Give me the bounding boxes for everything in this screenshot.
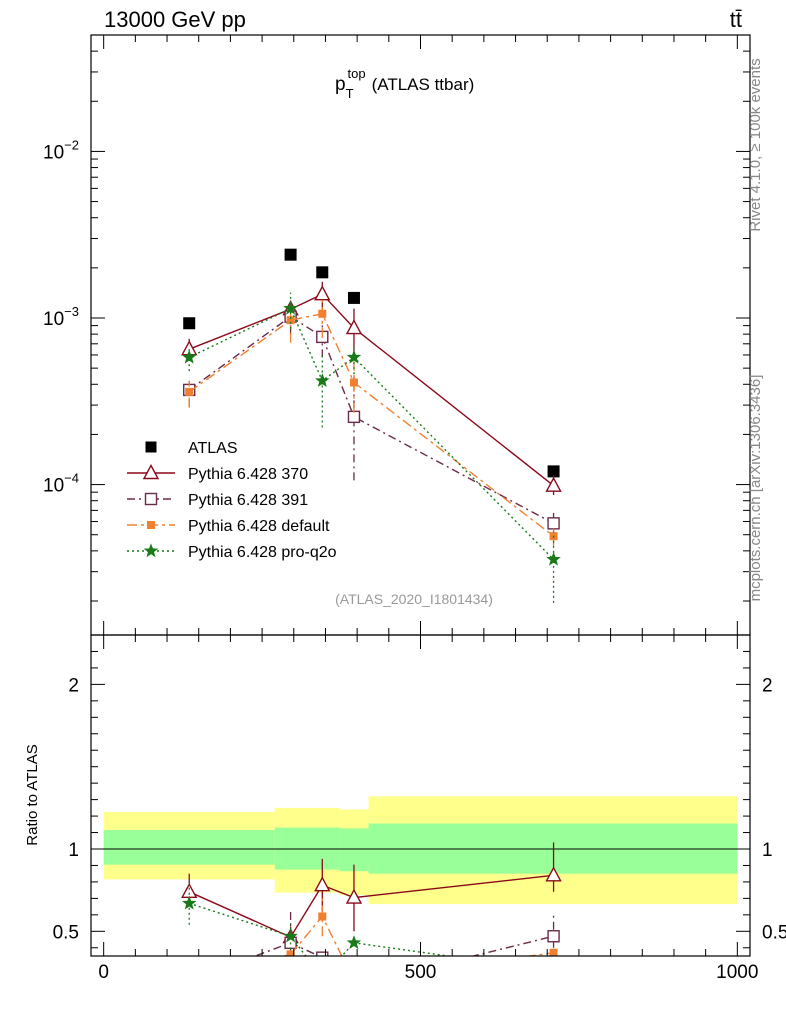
pythia-6-428-pro-q2o-ratio-point-1 — [283, 928, 298, 943]
pythia-6-428-370-ratio-point-2 — [314, 876, 331, 892]
pythia-6-428-pro-q2o-ratio-point-4 — [547, 964, 559, 976]
ratio-y-tick-label-right-1: 1 — [762, 840, 773, 861]
atlas-point-4 — [547, 465, 560, 478]
pythia-6-428-391-ratio-point-4 — [547, 930, 560, 943]
ratio-y-tick-label-2: 2 — [68, 675, 79, 696]
legend-label-pythia-6-428-391: Pythia 6.428 391 — [188, 492, 308, 509]
pythia-6-428-391-ratio-point-3 — [348, 980, 359, 991]
pythia-6-428-default-point-2 — [318, 309, 327, 318]
x-tick-label-2: 1000 — [716, 962, 758, 983]
main-y-tick-label-exp: −2 — [64, 137, 79, 152]
ratio-y-tick-label-0: 0.5 — [53, 922, 79, 943]
pythia-6-428-default-point-3 — [349, 378, 358, 387]
main-y-tick-label-base: 10 — [43, 476, 64, 497]
rivet-label: Rivet 4.1.0, ≥ 100k events — [747, 58, 764, 231]
legend-marker-pythia-6-428-391 — [144, 492, 158, 506]
ratio-band-1sigma-0 — [103, 830, 275, 865]
pythia-6-428-370-ratio-point-3 — [345, 888, 363, 904]
plot-title: pTtop (ATLAS ttbar) — [335, 66, 474, 101]
main-y-tick-label-2: 10−4 — [43, 471, 79, 497]
atlas-point-1 — [284, 248, 297, 261]
ratio-y-axis-label: Ratio to ATLAS — [24, 744, 41, 845]
legend-label-pythia-6-428-default: Pythia 6.428 default — [188, 518, 330, 535]
pythia-6-428-370-ratio-point-0 — [181, 882, 198, 898]
legend-label-atlas: ATLAS — [188, 440, 238, 457]
pythia-6-428-391-ratio-line — [253, 935, 554, 956]
main-y-tick-label-1: 10−3 — [43, 304, 79, 330]
plot-title-suffix: (ATLAS ttbar) — [372, 75, 475, 94]
main-y-tick-label-0: 10−2 — [43, 137, 79, 163]
pythia-6-428-370-point-4 — [545, 476, 562, 492]
pythia-6-428-default-ratio-line — [281, 915, 554, 956]
plot-title-sub: T — [346, 86, 354, 101]
x-tick-label-1: 500 — [405, 962, 437, 983]
axes-layer: 10−210−310−40.5 0.51 12 20 500 1000 — [43, 34, 786, 983]
pythia-6-428-default-ratio-point-1 — [286, 950, 295, 956]
analysis-id: (ATLAS_2020_I1801434) — [335, 591, 493, 607]
pythia-6-428-pro-q2o-point-4 — [546, 551, 561, 566]
ratio-y-tick-label-1: 1 — [68, 840, 79, 861]
pythia-6-428-pro-q2o-point-1 — [283, 300, 298, 315]
pythia-6-428-pro-q2o-ratio-point-3 — [346, 935, 362, 950]
ratio-y-tick-label-right-0: 0.5 — [762, 922, 786, 943]
main-y-tick-label-base: 10 — [43, 309, 64, 330]
pythia-6-428-pro-q2o-ratio-point-2 — [316, 971, 328, 983]
pythia-6-428-default-point-1 — [286, 316, 295, 325]
legend-label-pythia-6-428-370: Pythia 6.428 370 — [188, 466, 308, 483]
mcplots-label: mcplots.cern.ch [arXiv:1306.3436] — [747, 375, 764, 602]
pythia-6-428-370-line — [188, 293, 555, 487]
pythia-6-428-default-ratio-point-2 — [318, 912, 327, 921]
pythia-6-428-391-ratio-point-0 — [184, 975, 195, 986]
ratio-plot-layer — [91, 796, 750, 991]
atlas-point-3 — [347, 291, 360, 304]
pythia-6-428-370-point-2 — [314, 285, 331, 301]
atlas-point-0 — [183, 317, 196, 330]
pythia-6-428-default-ratio-point-3 — [350, 977, 358, 985]
legend-marker-pythia-6-428-default — [147, 521, 155, 529]
pythia-6-428-pro-q2o-point-0 — [181, 349, 197, 364]
pythia-6-428-370-point-3 — [345, 319, 363, 335]
pythia-6-428-default-point-0 — [185, 387, 194, 396]
ratio-band-1sigma-2 — [339, 828, 369, 872]
legend: ATLAS Pythia 6.428 370 Pythia 6.428 391 Pyt… — [127, 440, 337, 561]
main-y-tick-label-exp: −4 — [64, 471, 79, 486]
pythia-6-428-pro-q2o-point-2 — [314, 373, 330, 387]
pythia-6-428-391-point-4 — [547, 517, 560, 530]
pythia-6-428-pro-q2o-ratio-line — [188, 902, 454, 956]
pythia-6-428-391-point-3 — [347, 410, 361, 424]
legend-marker-atlas — [145, 441, 157, 453]
plot-title-sup: top — [348, 66, 366, 81]
header-left: 13000 GeV pp — [104, 7, 246, 32]
pythia-6-428-pro-q2o-point-3 — [346, 349, 362, 364]
legend-marker-pythia-6-428-370 — [142, 464, 160, 480]
ratio-y-tick-label-right-2: 2 — [762, 675, 773, 696]
x-tick-label-0: 0 — [98, 962, 109, 983]
plot-title-base: p — [335, 74, 346, 95]
pythia-6-428-default-ratio-point-4 — [549, 948, 558, 956]
legend-marker-pythia-6-428-pro-q2o — [143, 543, 159, 558]
main-y-tick-label-exp: −3 — [64, 304, 79, 319]
main-plot-layer — [181, 248, 562, 603]
atlas-point-2 — [316, 266, 329, 279]
pythia-6-428-pro-q2o-ratio-point-0 — [181, 895, 197, 910]
header-right: tt̄ — [730, 7, 742, 32]
pythia-6-428-default-ratio-point-0 — [185, 977, 193, 985]
main-y-tick-label-base: 10 — [43, 142, 64, 163]
pythia-6-428-370-ratio-point-4 — [545, 866, 562, 882]
legend-label-pythia-6-428-pro-q2o: Pythia 6.428 pro-q2o — [188, 544, 337, 561]
pythia-6-428-391-ratio-point-2 — [316, 951, 329, 956]
